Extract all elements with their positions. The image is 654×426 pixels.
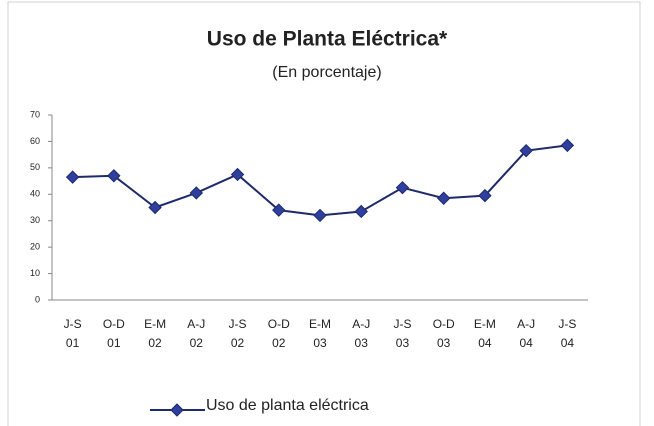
marker <box>395 180 410 195</box>
x-tick-label: O-D 03 <box>432 317 455 350</box>
x-tick-label: A-J 02 <box>187 317 206 350</box>
x-tick-label: J-S 02 <box>228 317 247 350</box>
y-tick-label: 10 <box>30 268 40 278</box>
marker <box>478 188 492 203</box>
chart-subtitle: (En porcentaje) <box>272 64 381 81</box>
x-tick-label: E-M 03 <box>309 317 331 350</box>
y-tick-label: 0 <box>35 294 40 304</box>
marker <box>65 170 80 184</box>
chart-title: Uso de Planta Eléctrica* <box>207 28 448 51</box>
y-tick-label: 20 <box>30 242 40 252</box>
y-tick-label: 70 <box>30 109 40 119</box>
legend-label: Uso de planta eléctrica <box>206 397 369 414</box>
marker <box>107 169 121 183</box>
x-tick-label: O-D 01 <box>102 317 125 350</box>
marker <box>436 191 451 205</box>
marker <box>189 186 204 200</box>
x-tick-label: E-M 04 <box>473 317 496 350</box>
legend-marker <box>170 403 184 417</box>
x-tick-label: J-S 03 <box>393 317 412 350</box>
x-tick-label: J-S 01 <box>63 317 82 350</box>
y-tick-label: 60 <box>30 136 40 146</box>
y-tick-label: 40 <box>30 189 40 199</box>
marker <box>272 203 286 217</box>
series-line <box>72 144 568 217</box>
marker <box>230 167 245 182</box>
x-tick-label: O-D 02 <box>267 317 290 350</box>
x-tick-label: J-S 04 <box>558 317 577 350</box>
marker <box>560 138 575 153</box>
x-tick-label: E-M 02 <box>144 317 167 350</box>
marker <box>354 204 368 219</box>
marker <box>519 143 533 158</box>
marker <box>313 208 327 223</box>
x-tick-label: A-J 03 <box>352 317 371 350</box>
marker <box>148 200 162 215</box>
frame-border <box>7 1 641 426</box>
y-tick-label: 30 <box>30 215 40 225</box>
y-tick-label: 50 <box>30 162 40 172</box>
x-tick-label: A-J 04 <box>517 317 536 350</box>
